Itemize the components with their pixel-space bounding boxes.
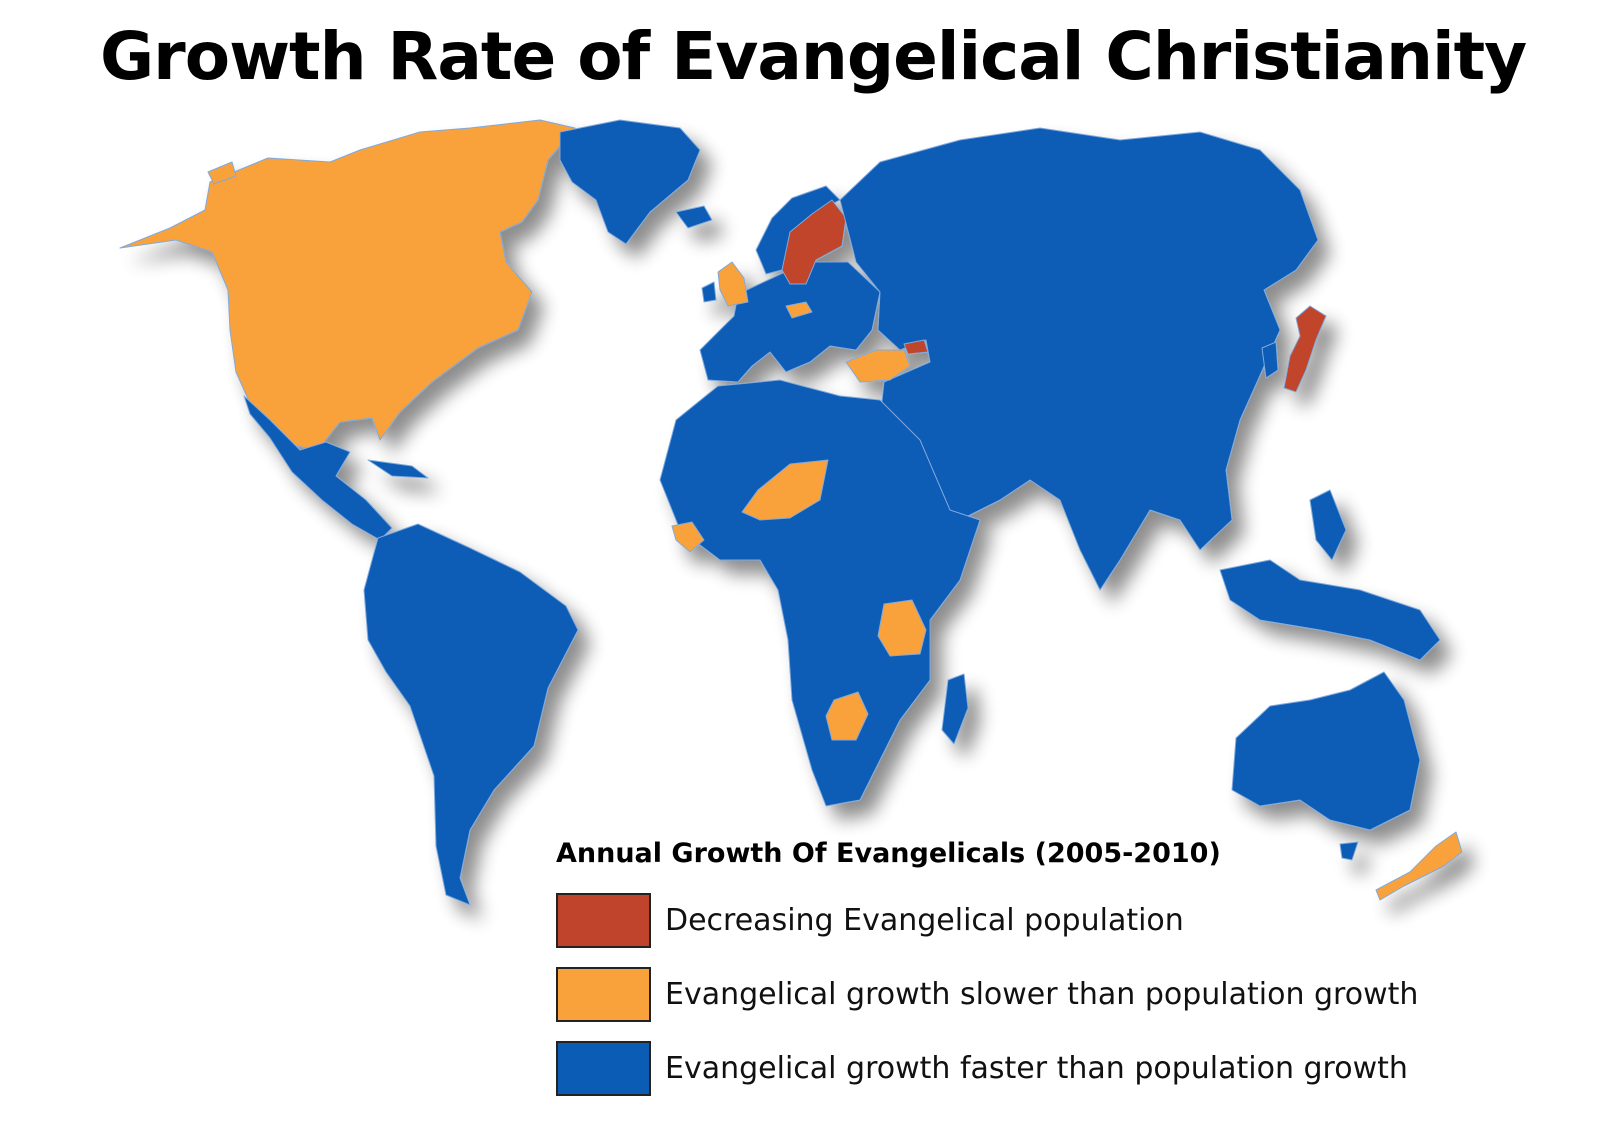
legend-label-slower: Evangelical growth slower than populatio… bbox=[665, 976, 1419, 1012]
region-guinea bbox=[671, 521, 705, 553]
region-scandinavia bbox=[781, 199, 847, 285]
map-title: Growth Rate of Evangelical Christianity bbox=[100, 18, 1527, 95]
region-caribbean bbox=[367, 459, 429, 479]
region-japan bbox=[1283, 305, 1327, 393]
legend-label-faster: Evangelical growth faster than populatio… bbox=[665, 1050, 1408, 1086]
region-ireland bbox=[701, 281, 717, 303]
region-greenland bbox=[559, 119, 701, 245]
region-czech bbox=[785, 301, 813, 319]
legend-swatch-faster bbox=[556, 1040, 651, 1096]
region-niger bbox=[741, 459, 829, 521]
legend-swatch-decreasing bbox=[556, 892, 651, 948]
legend-item-faster: Evangelical growth faster than populatio… bbox=[556, 1031, 1556, 1105]
legend-label-decreasing: Decreasing Evangelical population bbox=[665, 902, 1184, 938]
region-iceland bbox=[675, 205, 713, 229]
legend-title: Annual Growth Of Evangelicals (2005-2010… bbox=[556, 838, 1221, 869]
region-indonesia bbox=[1219, 559, 1441, 661]
legend-item-slower: Evangelical growth slower than populatio… bbox=[556, 957, 1556, 1031]
legend-swatch-slower bbox=[556, 966, 651, 1022]
legend: Annual Growth Of Evangelicals (2005-2010… bbox=[556, 838, 1556, 1105]
region-uk bbox=[717, 261, 749, 307]
region-central-america bbox=[243, 395, 393, 541]
region-philippines bbox=[1309, 489, 1347, 561]
region-tasmania bbox=[1339, 841, 1359, 861]
region-korea bbox=[1261, 341, 1279, 379]
legend-item-decreasing: Decreasing Evangelical population bbox=[556, 883, 1556, 957]
region-north-america bbox=[119, 119, 576, 451]
region-alaska-islands bbox=[207, 161, 237, 185]
region-new-zealand bbox=[1375, 831, 1463, 901]
region-madagascar bbox=[941, 673, 969, 745]
region-tanzania bbox=[877, 599, 927, 657]
region-botswana bbox=[825, 691, 869, 741]
region-turkey bbox=[845, 349, 911, 383]
region-georgia bbox=[903, 339, 929, 355]
region-africa bbox=[659, 379, 981, 807]
region-asia bbox=[839, 127, 1319, 591]
region-south-america bbox=[363, 523, 579, 906]
region-australia bbox=[1231, 671, 1421, 831]
